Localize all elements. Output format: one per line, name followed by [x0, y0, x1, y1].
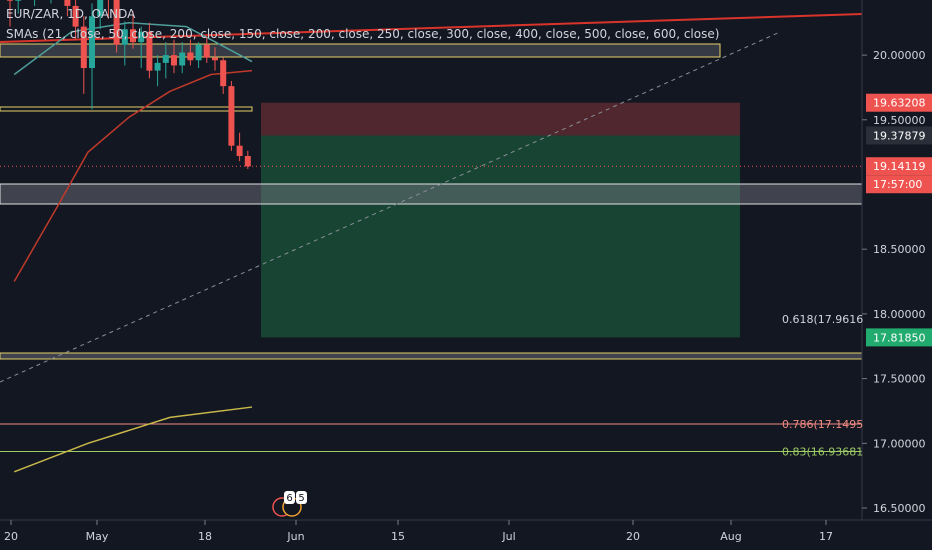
- candle-body: [154, 62, 161, 71]
- candle-body: [113, 0, 120, 45]
- indicator-count-badge: [296, 491, 307, 504]
- candle-body: [89, 16, 95, 69]
- candles: [7, 0, 251, 169]
- indicator-count-label: 6: [286, 493, 292, 504]
- candle-body: [138, 31, 145, 43]
- candle-body: [212, 57, 218, 61]
- price-badge-bg: [866, 175, 932, 194]
- x-tick-label: Aug: [720, 530, 741, 543]
- price-badge-label: 17:57:00: [873, 178, 922, 191]
- support-rectangle: [0, 106, 253, 112]
- price-badges: 19.63208 19.37879 19.14119 17:57:00 17.81850: [866, 93, 932, 347]
- candle-body: [179, 52, 186, 66]
- price-badge-label: 19.14119: [873, 160, 926, 173]
- fib-level-label: 0.618(17.9616: [782, 313, 863, 326]
- resistance-rectangle: [0, 43, 721, 58]
- x-tick-label: 18: [198, 530, 212, 543]
- fib-levels: 0(20.94914)0.618(17.96160.786(17.14950.8…: [782, 313, 863, 459]
- dashed-fib-trendline: [0, 31, 781, 383]
- sma-line-1: [13, 21, 253, 76]
- x-tick-label: Jun: [286, 530, 304, 543]
- candle-body: [203, 44, 210, 58]
- price-axis[interactable]: 21.0000020.5000020.0000019.5000018.50000…: [862, 0, 926, 515]
- candle-body: [64, 0, 71, 6]
- y-tick-label: 19.50000: [873, 114, 926, 127]
- fib-level-label: 0.83(16.93681: [782, 445, 863, 458]
- price-badge-bg: [866, 157, 932, 176]
- indicator-count-label: 5: [298, 493, 304, 504]
- y-tick-label: 17.00000: [873, 437, 926, 450]
- x-tick-label: Jul: [501, 530, 515, 543]
- sma-line-3: [13, 406, 253, 473]
- candle-body: [195, 44, 202, 61]
- candle-body: [146, 31, 153, 71]
- candle-body: [171, 55, 177, 66]
- y-tick-label: 16.50000: [873, 502, 926, 515]
- candle-body: [187, 52, 194, 61]
- x-tick-label: 20: [4, 530, 18, 543]
- candle-body: [228, 86, 235, 146]
- price-badge-label: 17.81850: [873, 331, 926, 344]
- price-badge-bg: [866, 93, 932, 112]
- y-tick-label: 18.50000: [873, 243, 926, 256]
- candle-body: [72, 5, 79, 27]
- x-tick-label: 17: [819, 530, 833, 543]
- price-badge-label: 19.63208: [873, 97, 926, 110]
- time-axis[interactable]: 20 May 18 Jun 15 Jul 20 Aug 17: [4, 520, 833, 543]
- x-tick-label: May: [86, 530, 109, 543]
- indicator-count-badge: [284, 491, 295, 504]
- candle-body: [97, 0, 104, 17]
- horizontal-lines: [0, 43, 863, 452]
- candle-body: [244, 156, 251, 167]
- stop-loss-zone: [261, 102, 740, 136]
- candle-body: [130, 29, 136, 43]
- candle-body: [7, 0, 13, 1]
- y-tick-label: 18.00000: [873, 308, 926, 321]
- sma-line-2: [13, 69, 253, 282]
- sma-lines: [13, 21, 253, 473]
- candle-body: [15, 0, 22, 1]
- price-badge-bg: [866, 328, 932, 347]
- sma-indicator-legend[interactable]: SMAs (21, close, 50, close, 200, close, …: [6, 27, 720, 41]
- position-zones: [261, 102, 740, 338]
- x-tick-label: 15: [391, 530, 405, 543]
- price-badge-bg: [866, 126, 932, 145]
- y-tick-label: 17.50000: [873, 373, 926, 386]
- x-tick-label: 20: [626, 530, 640, 543]
- y-tick-label: 20.00000: [873, 49, 926, 62]
- candle-body: [121, 29, 128, 45]
- price-badge-label: 19.37879: [873, 129, 926, 142]
- grey-band-lower: [0, 352, 863, 360]
- fib-level-label: 0.786(17.1495: [782, 418, 863, 431]
- candle-body: [220, 60, 227, 87]
- candle-body: [80, 26, 87, 69]
- candle-body: [236, 145, 243, 157]
- grey-band-upper: [0, 183, 863, 205]
- symbol-title[interactable]: EUR/ZAR, 1D, OANDA: [6, 7, 136, 21]
- candle-body: [162, 55, 169, 63]
- take-profit-zone: [261, 135, 740, 338]
